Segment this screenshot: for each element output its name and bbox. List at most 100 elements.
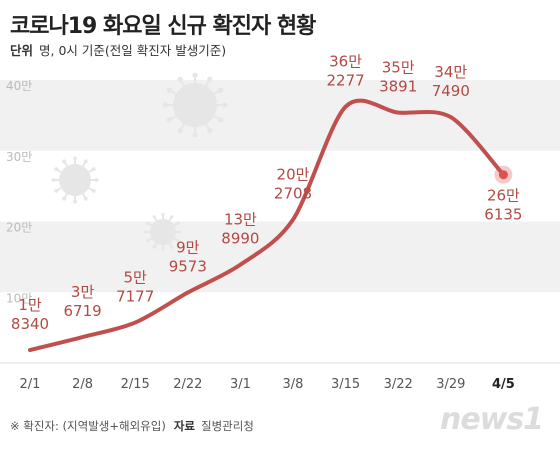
virus-decoration xyxy=(51,72,228,252)
data-label-line1: 36만 xyxy=(329,53,362,71)
virus-spike-tip xyxy=(73,199,77,204)
virus-spike-tip xyxy=(166,117,172,123)
unit-label: 단위 xyxy=(10,43,34,58)
y-tick-label: 40만 xyxy=(6,79,32,93)
virus-spike-tip xyxy=(177,128,183,134)
virus-spike-tip xyxy=(222,102,228,108)
virus-spike-tip xyxy=(62,159,67,164)
virus-spike-tip xyxy=(176,239,180,243)
virus-body xyxy=(150,219,176,245)
virus-spike-tip xyxy=(218,87,224,93)
virus-spike-tip xyxy=(54,167,59,172)
data-label-line1: 35만 xyxy=(382,59,415,77)
grid-band xyxy=(0,221,560,293)
source-label: 자료 xyxy=(173,419,195,433)
data-label-line1: 3만 xyxy=(71,283,95,301)
data-label-line1: 9만 xyxy=(176,239,200,257)
virus-spike-tip xyxy=(51,178,56,182)
data-label-line1: 5만 xyxy=(124,269,148,287)
virus-icon xyxy=(51,156,99,204)
virus-spike-tip xyxy=(152,215,156,219)
footnote-note: ※ 확진자: (지역발생+해외유입) xyxy=(10,419,166,433)
y-tick-label: 20만 xyxy=(6,221,32,235)
news1-logo: news1 xyxy=(440,402,544,437)
last-point-marker xyxy=(498,170,508,180)
virus-spike-tip xyxy=(178,230,183,234)
virus-spike-tip xyxy=(143,230,148,234)
y-axis-ticks: 10만 20만 30만 40만 xyxy=(6,79,32,305)
data-label-line2: 6719 xyxy=(64,302,102,320)
source-name: 질병관리청 xyxy=(200,419,254,433)
virus-body xyxy=(173,83,217,127)
data-label-line1: 13만 xyxy=(224,211,257,229)
virus-spike-tip xyxy=(176,221,180,225)
footnote: ※ 확진자: (지역발생+해외유입) 자료 질병관리청 xyxy=(10,418,254,434)
data-label-line1: 20만 xyxy=(277,166,310,184)
x-tick-label: 2/8 xyxy=(72,377,93,392)
virus-spike-tip xyxy=(192,132,198,138)
unit-text: 명, 0시 기준(전일 확진자 발생기준) xyxy=(39,43,227,58)
virus-icon xyxy=(143,212,183,252)
virus-spike-tip xyxy=(161,247,165,252)
series-line xyxy=(28,98,513,353)
virus-spike-tip xyxy=(146,239,150,243)
x-tick-label: 4/5 xyxy=(492,377,515,392)
virus-spike-tip xyxy=(146,221,150,225)
virus-spike-tip xyxy=(94,178,99,182)
virus-spike-tip xyxy=(83,159,88,164)
x-axis-ticks: 2/1 2/8 2/15 2/22 3/1 3/8 3/15 3/22 3/29 4/5 xyxy=(20,377,515,392)
x-tick-label: 3/15 xyxy=(331,377,360,392)
virus-spike-tip xyxy=(91,188,96,193)
virus-body xyxy=(59,164,91,196)
y-tick-label: 30만 xyxy=(6,150,32,164)
virus-spike-tip xyxy=(161,212,165,217)
x-tick-label: 2/22 xyxy=(173,377,202,392)
virus-spike-tip xyxy=(218,117,224,123)
virus-spike-tip xyxy=(62,196,67,201)
virus-spike-tip xyxy=(166,87,172,93)
virus-spike-tip xyxy=(152,245,156,249)
data-label-line2: 2277 xyxy=(327,72,365,90)
data-label-line2: 8990 xyxy=(221,230,259,248)
x-tick-label: 2/15 xyxy=(121,377,150,392)
x-tick-label: 2/1 xyxy=(20,377,41,392)
y-tick-label: 10만 xyxy=(6,291,32,305)
grid-band xyxy=(0,80,560,151)
data-label-line2: 2708 xyxy=(274,185,312,203)
data-label-line2: 8340 xyxy=(11,315,49,333)
unit-note: 단위 명, 0시 기준(전일 확진자 발생기준) xyxy=(10,40,226,59)
x-tick-label: 3/29 xyxy=(436,377,465,392)
virus-spike-tip xyxy=(162,102,168,108)
virus-spike-tip xyxy=(207,76,213,82)
data-label-line1: 26만 xyxy=(487,187,520,205)
series-path xyxy=(28,98,506,353)
virus-icon xyxy=(162,72,228,138)
virus-spike-tip xyxy=(177,76,183,82)
data-label-line1: 34만 xyxy=(434,63,467,81)
data-label-line2: 9573 xyxy=(169,258,207,276)
data-label-line2: 7490 xyxy=(432,82,470,100)
virus-spike-tip xyxy=(170,245,174,249)
virus-spike-tip xyxy=(192,72,198,78)
grid-bands xyxy=(0,80,560,293)
source-line: 자료 질병관리청 xyxy=(174,419,254,433)
virus-spike-tip xyxy=(91,167,96,172)
x-tick-label: 3/1 xyxy=(230,377,251,392)
x-tick-label: 3/22 xyxy=(384,377,413,392)
chart-title: 코로나19 화요일 신규 확진자 현황 xyxy=(10,14,316,39)
virus-spike-tip xyxy=(83,196,88,201)
data-label-line2: 7177 xyxy=(116,288,154,306)
data-label-line1: 1만 xyxy=(18,296,42,314)
x-tick-label: 3/8 xyxy=(283,377,304,392)
